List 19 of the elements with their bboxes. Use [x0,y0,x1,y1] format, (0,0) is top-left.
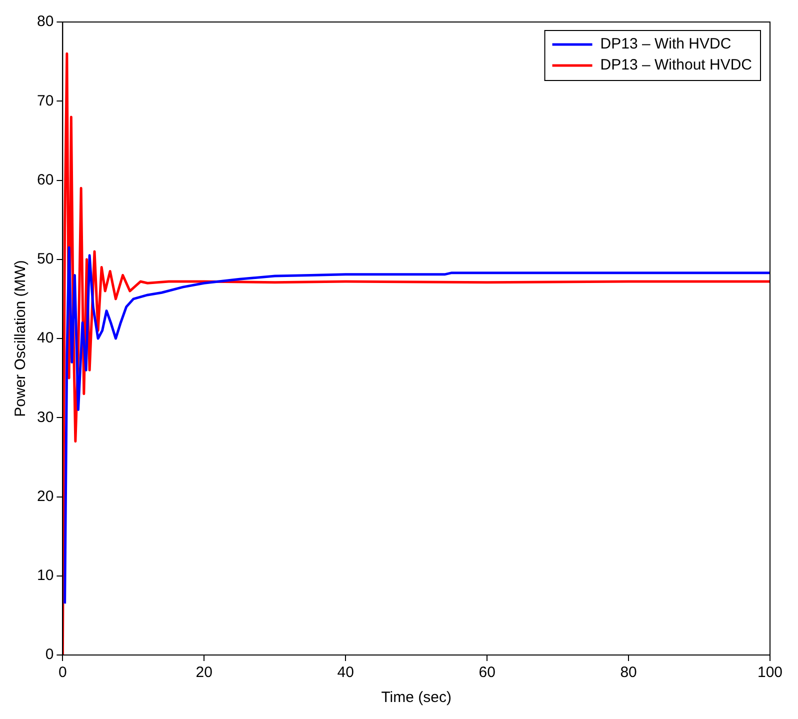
y-tick-label: 10 [36,567,54,584]
y-tick-label: 40 [36,330,54,347]
y-tick-label: 60 [36,171,54,188]
y-tick-label: 0 [45,646,54,664]
x-tick-label: 40 [337,664,354,682]
y-tick-label: 20 [36,488,54,505]
y-tick-label: 80 [36,13,54,30]
legend-label: DP13 – Without HVDC [600,56,752,74]
x-axis-title: Time (sec) [381,689,452,706]
x-tick-label: 0 [58,664,67,682]
x-tick-label: 20 [196,664,212,682]
x-tick-label: 60 [478,664,496,682]
x-tick-label: 80 [620,664,637,682]
y-tick-label: 70 [36,92,54,110]
y-tick-label: 30 [36,408,54,426]
legend-label: DP13 – With HVDC [600,36,732,53]
y-tick-label: 50 [36,250,54,268]
x-tick-label: 100 [757,664,783,682]
y-axis-title: Power Oscillation (MW) [12,260,30,417]
